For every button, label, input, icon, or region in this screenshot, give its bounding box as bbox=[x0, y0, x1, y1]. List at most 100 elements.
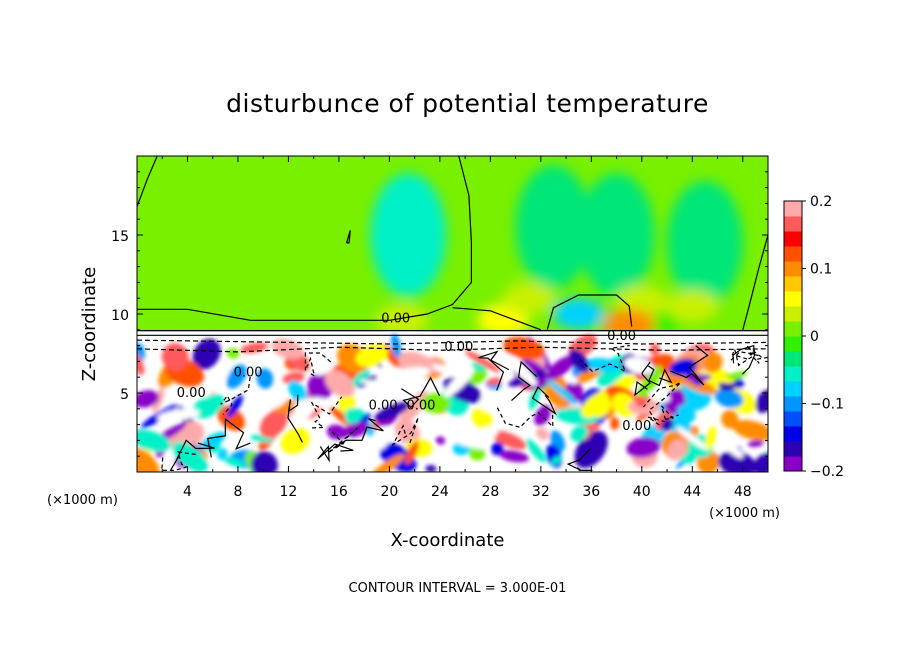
upper-anomaly-blob bbox=[578, 173, 655, 297]
contour-label: 0.00 bbox=[381, 312, 410, 327]
colorbar-swatch bbox=[784, 231, 802, 247]
colorbar: 0.2 0.1 0 −0.1 −0.2 bbox=[783, 194, 844, 480]
y-tick-label: 5 bbox=[120, 387, 129, 403]
x-tick-label: 44 bbox=[683, 484, 701, 500]
chart-title: disturbunce of potential temperature bbox=[226, 89, 709, 118]
upper-anomaly-blob bbox=[666, 290, 719, 323]
colorbar-swatch bbox=[784, 366, 802, 382]
mixing-layer-cell bbox=[494, 405, 525, 412]
colorbar-swatch bbox=[784, 246, 802, 262]
contour-line bbox=[634, 361, 651, 397]
colorbar-swatch bbox=[784, 411, 802, 427]
mixing-layer-cell bbox=[256, 368, 274, 389]
contour-label: 0.00 bbox=[234, 365, 263, 380]
contour-line bbox=[207, 417, 251, 458]
colorbar-tick-label: −0.1 bbox=[810, 397, 844, 413]
mixing-layer-cell bbox=[192, 338, 221, 370]
mixing-layer-cell bbox=[259, 409, 288, 439]
contour-line bbox=[732, 344, 756, 375]
x-tick-label: 48 bbox=[734, 484, 752, 500]
colorbar-swatch bbox=[784, 276, 802, 292]
contour-interval-note: CONTOUR INTERVAL = 3.000E-01 bbox=[349, 581, 567, 596]
mixing-layer-cell bbox=[217, 448, 228, 461]
upper-anomaly-blob bbox=[370, 173, 447, 297]
contour-label: 0.00 bbox=[622, 419, 651, 434]
x-tick-label: 12 bbox=[280, 484, 298, 500]
contour-line bbox=[161, 451, 196, 471]
mixing-layer-cell bbox=[648, 390, 671, 403]
mixing-layer-cell bbox=[486, 377, 502, 386]
mixing-layer-cell bbox=[574, 430, 608, 469]
mixing-layer-cell bbox=[491, 430, 527, 450]
mixing-layer-cell bbox=[566, 375, 579, 384]
mixing-layer-cell bbox=[591, 422, 600, 430]
mixing-layer-cell bbox=[217, 405, 245, 431]
contour-labels: 0.00 0.00 0.00 0.00 0.00 0.00 0.00 0.00 bbox=[177, 312, 651, 434]
y-axis-ticks: 5 10 15 bbox=[111, 171, 768, 457]
x-axis-label: X-coordinate bbox=[391, 530, 505, 551]
mixing-layer-cell bbox=[755, 389, 768, 413]
x-tick-label: 28 bbox=[481, 484, 499, 500]
mixing-layer-cell bbox=[747, 439, 764, 448]
contour-line bbox=[670, 345, 709, 386]
colorbar-tick-label: 0.2 bbox=[810, 194, 832, 210]
colorbar-swatch bbox=[784, 351, 802, 367]
upper-anomaly-blobs bbox=[370, 165, 743, 342]
mixing-layer-cell bbox=[224, 457, 246, 468]
x-tick-label: 24 bbox=[431, 484, 449, 500]
mixing-layer-cell bbox=[288, 399, 318, 425]
contour-line bbox=[345, 230, 351, 244]
x-tick-label: 36 bbox=[582, 484, 600, 500]
colorbar-tick-label: 0.1 bbox=[810, 262, 832, 278]
mixing-layer-cell bbox=[677, 404, 696, 423]
colorbar-swatch bbox=[784, 396, 802, 412]
colorbar-swatch bbox=[784, 336, 802, 352]
mixing-layer-cell bbox=[468, 445, 486, 461]
colorbar-swatch bbox=[784, 456, 802, 472]
mixing-layer-cell bbox=[570, 425, 589, 442]
contour-label: 0.00 bbox=[177, 386, 206, 401]
mixing-layer-cell bbox=[421, 393, 451, 414]
contour-line bbox=[531, 386, 557, 416]
contour-line bbox=[137, 156, 472, 321]
mixing-layer-cell bbox=[547, 379, 577, 405]
mixing-layer-cell bbox=[326, 424, 348, 441]
contour-line bbox=[647, 365, 673, 387]
mixing-layer-cell bbox=[161, 343, 189, 371]
contour-line bbox=[327, 427, 358, 454]
contour-line bbox=[332, 418, 384, 449]
mixing-layer-cell bbox=[372, 427, 392, 451]
contour-label: 0.00 bbox=[369, 399, 398, 414]
contour-line bbox=[578, 345, 630, 373]
mixing-layer-cell bbox=[355, 344, 388, 367]
contour-line bbox=[452, 307, 542, 331]
mixing-layer-cell bbox=[425, 465, 437, 472]
contour-line bbox=[169, 439, 215, 471]
contour-line bbox=[647, 405, 679, 426]
mixing-layer-cell bbox=[395, 366, 431, 380]
mixing-layer-cell bbox=[464, 350, 501, 373]
contour-line bbox=[317, 443, 354, 463]
upper-anomaly-blob bbox=[476, 304, 529, 337]
colorbar-tick-label: −0.2 bbox=[810, 464, 844, 480]
mixing-layer-cell bbox=[374, 402, 410, 422]
contour-line bbox=[496, 407, 554, 429]
contour-line bbox=[401, 376, 441, 409]
mixing-layer-cell bbox=[526, 439, 546, 463]
upper-anomaly-blob bbox=[376, 304, 429, 337]
mixing-layer-cell bbox=[455, 439, 488, 450]
mixing-layer-cell bbox=[349, 369, 371, 389]
mixing-layer-cell bbox=[137, 390, 160, 408]
x-tick-label: 32 bbox=[532, 484, 550, 500]
mixing-layer-cell bbox=[508, 355, 537, 387]
contour-label: 0.00 bbox=[607, 329, 636, 344]
colorbar-swatch bbox=[784, 201, 802, 217]
y-axis-label: Z-coordinate bbox=[79, 267, 100, 382]
mixing-layer-cell bbox=[499, 450, 529, 463]
mixing-layer-cell bbox=[732, 419, 768, 441]
mixing-layer-cell bbox=[360, 379, 403, 390]
contour-line bbox=[731, 345, 764, 367]
mixing-layer-cell bbox=[443, 367, 475, 398]
mixing-layer-cell bbox=[546, 355, 575, 380]
mixing-layer-cell bbox=[282, 372, 305, 384]
